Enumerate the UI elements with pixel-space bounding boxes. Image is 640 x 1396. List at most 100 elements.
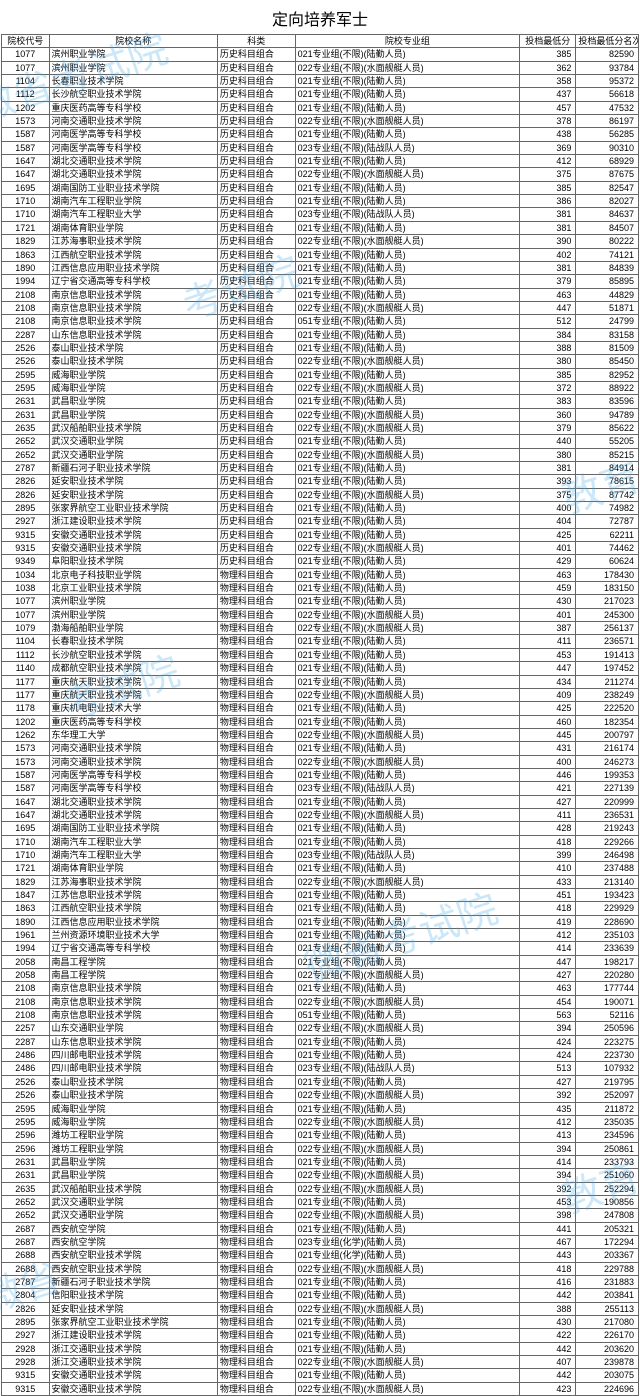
table-row: 1077滨州职业学院历史科目组合022专业组(不限)(水面舰艇人员)362937… [2,61,639,74]
table-cell: 湖南体育职业学院 [49,221,217,234]
table-row: 1695湖南国防工业职业技术学院历史科目组合021专业组(不限)(陆勤人员)38… [2,181,639,194]
table-row: 2826延安职业技术学院历史科目组合022专业组(不限)(水面舰艇人员)3758… [2,488,639,501]
table-row: 2631武昌职业学院物理科目组合022专业组(不限)(水面舰艇人员)394251… [2,1169,639,1182]
table-cell: 021专业组(不限)(陆勤人员) [295,288,520,301]
table-cell: 河南交通职业技术学院 [49,115,217,128]
table-cell: 2631 [2,1155,50,1168]
table-cell: 2108 [2,982,50,995]
table-row: 1587河南医学高等专科学校物理科目组合021专业组(不限)(陆勤人员)4461… [2,768,639,781]
table-cell: 84507 [576,221,639,234]
table-row: 1994辽宁省交通高等专科学校物理科目组合021专业组(不限)(陆勤人员)414… [2,942,639,955]
table-cell: 023专业组(化学)(陆勤人员) [295,1235,520,1248]
table-cell: 245300 [576,608,639,621]
table-cell: 1961 [2,929,50,942]
table-cell: 2631 [2,1169,50,1182]
table-cell: 463 [520,288,576,301]
table-cell: 460 [520,715,576,728]
table-cell: 022专业组(不限)(水面舰艇人员) [295,1022,520,1035]
table-cell: 物理科目组合 [217,915,295,928]
table-cell: 物理科目组合 [217,662,295,675]
table-cell: 1647 [2,795,50,808]
table-cell: 402 [520,248,576,261]
table-cell: 物理科目组合 [217,982,295,995]
table-cell: 022专业组(不限)(水面舰艇人员) [295,728,520,741]
table-cell: 388 [520,1302,576,1315]
table-row: 2687西安航空学院物理科目组合023专业组(化学)(陆勤人员)46717229… [2,1235,639,1248]
table-cell: 021专业组(不限)(陆勤人员) [295,1075,520,1088]
table-cell: 022专业组(不限)(水面舰艇人员) [295,61,520,74]
table-cell: 历史科目组合 [217,88,295,101]
table-cell: 60624 [576,555,639,568]
table-cell: 2595 [2,368,50,381]
table-header-row: 院校代号 院校名称 科类 院校专业组 投档最低分 投档最低分名次 [2,35,639,48]
table-cell: 021专业组(不限)(陆勤人员) [295,955,520,968]
table-cell: 224696 [576,1382,639,1395]
table-cell: 021专业组(不限)(陆勤人员) [295,1102,520,1115]
table-cell: 213140 [576,875,639,888]
table-cell: 82952 [576,368,639,381]
table-cell: 85622 [576,421,639,434]
table-cell: 南京信息职业技术学院 [49,315,217,328]
table-row: 2826延安职业技术学院物理科目组合022专业组(不限)(水面舰艇人员)3882… [2,1302,639,1315]
table-cell: 江西航空职业技术学院 [49,248,217,261]
table-cell: 51871 [576,301,639,314]
table-cell: 47532 [576,101,639,114]
table-cell: 177744 [576,982,639,995]
table-cell: 451 [520,889,576,902]
table-cell: 物理科目组合 [217,1089,295,1102]
table-row: 2486四川邮电职业技术学院物理科目组合021专业组(不限)(陆勤人员)4242… [2,1049,639,1062]
table-cell: 1695 [2,822,50,835]
table-cell: 历史科目组合 [217,475,295,488]
table-cell: 武汉交通职业学院 [49,435,217,448]
table-cell: 物理科目组合 [217,969,295,982]
table-cell: 183150 [576,582,639,595]
table-cell: 2635 [2,1182,50,1195]
table-cell: 434 [520,675,576,688]
table-cell: 2928 [2,1342,50,1355]
table-cell: 85215 [576,448,639,461]
table-cell: 416 [520,1275,576,1288]
table-cell: 392 [520,1089,576,1102]
table-cell: 394 [520,1169,576,1182]
table-cell: 1587 [2,782,50,795]
table-cell: 235035 [576,1115,639,1128]
table-cell: 380 [520,448,576,461]
table-cell: 223730 [576,1049,639,1062]
table-cell: 潍坊工程职业学院 [49,1142,217,1155]
table-cell: 233639 [576,942,639,955]
col-head-cat: 科类 [217,35,295,48]
table-cell: 021专业组(不限)(陆勤人员) [295,715,520,728]
table-cell: 021专业组(不限)(陆勤人员) [295,822,520,835]
table-cell: 021专业组(不限)(陆勤人员) [295,662,520,675]
table-cell: 1077 [2,595,50,608]
table-cell: 226170 [576,1329,639,1342]
table-cell: 历史科目组合 [217,248,295,261]
table-row: 2596潍坊工程职业学院物理科目组合021专业组(不限)(陆勤人员)413234… [2,1129,639,1142]
table-cell: 1079 [2,622,50,635]
table-cell: 物理科目组合 [217,1182,295,1195]
table-cell: 9315 [2,1382,50,1395]
table-cell: 414 [520,942,576,955]
table-cell: 浙江建设职业技术学院 [49,1329,217,1342]
table-cell: 1587 [2,141,50,154]
table-cell: 1202 [2,101,50,114]
table-cell: 418 [520,902,576,915]
table-cell: 379 [520,275,576,288]
table-cell: 022专业组(不限)(水面舰艇人员) [295,1262,520,1275]
table-cell: 414 [520,1155,576,1168]
table-cell: 021专业组(不限)(陆勤人员) [295,515,520,528]
table-cell: 历史科目组合 [217,101,295,114]
table-cell: 历史科目组合 [217,542,295,555]
table-row: 1262东华理工大学物理科目组合022专业组(不限)(水面舰艇人员)445200… [2,728,639,741]
table-cell: 022专业组(不限)(水面舰艇人员) [295,1089,520,1102]
table-cell: 400 [520,502,576,515]
table-row: 2108南京信息职业技术学院历史科目组合021专业组(不限)(陆勤人员)4634… [2,288,639,301]
table-cell: 威海职业学院 [49,368,217,381]
table-cell: 湖北交通职业技术学院 [49,168,217,181]
table-cell: 河南医学高等专科学校 [49,128,217,141]
table-cell: 1177 [2,688,50,701]
table-cell: 72787 [576,515,639,528]
table-row: 1573河南交通职业技术学院物理科目组合021专业组(不限)(陆勤人员)4312… [2,742,639,755]
table-cell: 张家界航空工业职业技术学院 [49,502,217,515]
table-cell: 历史科目组合 [217,515,295,528]
